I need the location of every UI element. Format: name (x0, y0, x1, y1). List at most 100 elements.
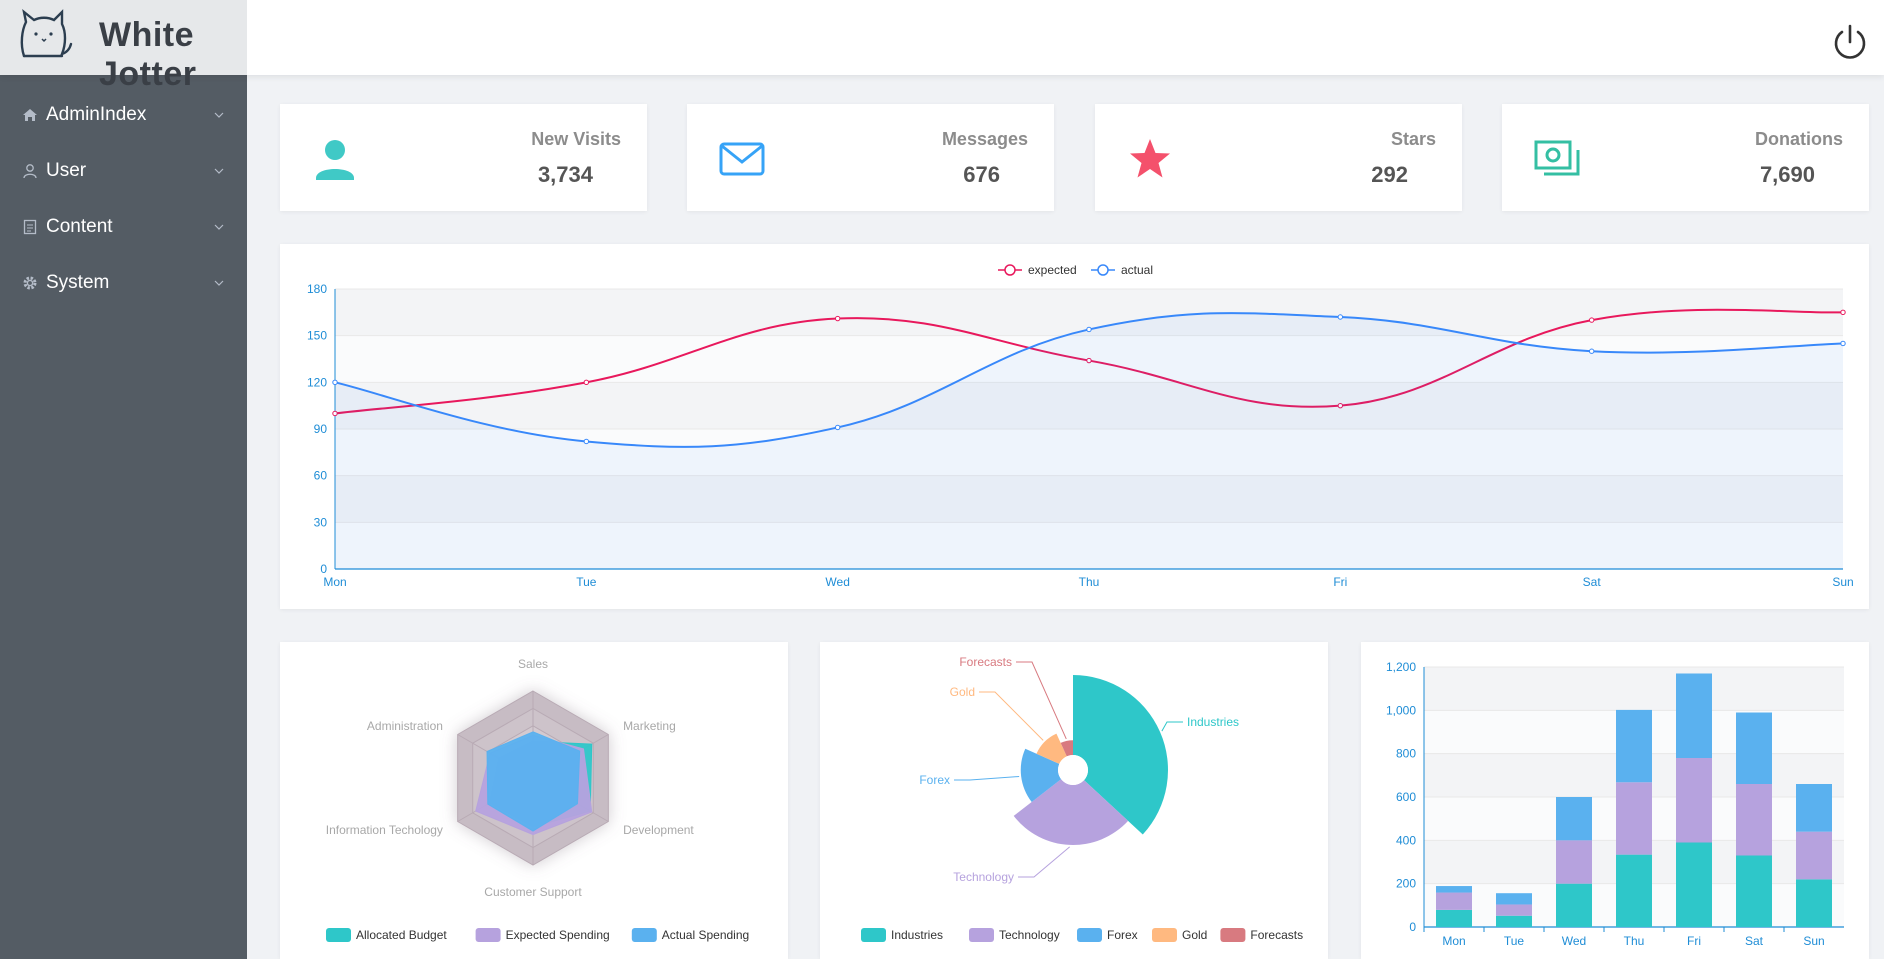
data-point (583, 438, 590, 445)
legend-item-industries[interactable]: Industries (861, 928, 943, 942)
pie-label-line (979, 691, 1044, 741)
y-tick-label: 60 (314, 469, 328, 483)
radar-indicator-label: Administration (367, 719, 443, 733)
x-tick-label: Mon (1442, 934, 1465, 948)
pie-slice-forecasts[interactable] (1060, 740, 1073, 757)
bar-segment-actual-spending[interactable] (1436, 886, 1472, 893)
star-icon (1130, 139, 1170, 178)
legend-label: Industries (891, 928, 943, 942)
top-header: White Jotter (0, 0, 1884, 93)
stat-card-messages[interactable]: Messages 676 (687, 104, 1054, 211)
pie-slice-technology[interactable] (1013, 779, 1129, 845)
legend-item-allocated-budget[interactable]: Allocated Budget (326, 928, 447, 942)
stat-card-donations[interactable]: Donations 7,690 (1502, 104, 1869, 211)
bar-segment-allocated-budget[interactable] (1676, 842, 1712, 928)
y-tick-label: 180 (307, 282, 327, 296)
bar-segment-expected-spending[interactable] (1496, 904, 1532, 916)
user-icon (22, 163, 38, 179)
legend-item-actual[interactable]: actual (1091, 263, 1153, 277)
radar-indicator-label: Marketing (623, 719, 676, 733)
legend-marker (1004, 264, 1016, 276)
home-icon (22, 107, 38, 123)
stat-label: Messages (941, 129, 1028, 149)
radar-chart-card: Sales Marketing Development Customer Suppor… (280, 642, 788, 959)
bar-segment-allocated-budget[interactable] (1556, 883, 1592, 927)
legend-label: Allocated Budget (356, 928, 447, 942)
x-tick-label: Sun (1803, 934, 1824, 948)
bar-segment-actual-spending[interactable] (1616, 709, 1652, 783)
sidebar-item-adminindex[interactable]: AdminIndex (0, 87, 247, 143)
pie-slice-forex[interactable] (1020, 748, 1062, 802)
sidebar-item-label: AdminIndex (46, 104, 147, 125)
stat-label: Stars (1390, 129, 1436, 149)
data-point (332, 410, 338, 417)
y-tick-label: 30 (314, 515, 328, 529)
line-chart[interactable]: 0 30 60 90 120 150 180 Mon Tue Wed Thu Fri Sat Sun exp… (280, 244, 1869, 609)
bar-segment-allocated-budget[interactable] (1496, 915, 1532, 927)
y-tick-label: 1,200 (1386, 660, 1416, 674)
grid-band (335, 382, 1843, 429)
bar-segment-expected-spending[interactable] (1616, 782, 1652, 855)
power-icon[interactable] (1830, 20, 1870, 64)
sidebar-item-content[interactable]: Content (0, 199, 247, 255)
sidebar-item-system[interactable]: System (0, 255, 247, 311)
grid-band (335, 522, 1843, 569)
radar-chart[interactable]: Sales Marketing Development Customer Suppor… (280, 642, 788, 959)
data-point (1840, 309, 1846, 316)
data-point (1588, 348, 1595, 354)
stat-card-stars[interactable]: Stars 292 (1095, 104, 1462, 211)
pie-label-line (1018, 846, 1070, 878)
bar-segment-allocated-budget[interactable] (1736, 855, 1772, 928)
bar-segment-expected-spending[interactable] (1736, 784, 1772, 856)
legend-swatch (1077, 928, 1102, 942)
logo-area[interactable]: White Jotter (0, 0, 247, 93)
y-tick-label: 200 (1396, 877, 1416, 891)
data-point (834, 424, 841, 431)
bar-segment-expected-spending[interactable] (1436, 892, 1472, 910)
series-area-actual (335, 313, 1843, 569)
stat-card-new-visits[interactable]: New Visits 3,734 (280, 104, 647, 211)
bar-segment-allocated-budget[interactable] (1616, 854, 1652, 927)
legend-swatch (1152, 928, 1177, 942)
sidebar-item-user[interactable]: User (0, 143, 247, 199)
legend-marker (1097, 264, 1109, 276)
pie-chart[interactable]: Industries Technology Forex Gold Forecasts In… (820, 642, 1328, 959)
pie-slice-gold[interactable] (1036, 733, 1067, 764)
radar-indicator-label: Development (623, 823, 694, 837)
pie-slice-industries[interactable] (1073, 675, 1168, 835)
x-tick-label: Thu (1079, 575, 1100, 589)
legend-item-forecasts[interactable]: Forecasts (1220, 928, 1303, 942)
pie-label-line (1161, 721, 1183, 732)
bar-segment-expected-spending[interactable] (1556, 840, 1592, 884)
legend-item-gold[interactable]: Gold (1152, 928, 1207, 942)
x-tick-label: Fri (1333, 575, 1347, 589)
bar-segment-actual-spending[interactable] (1796, 784, 1832, 832)
bar-segment-allocated-budget[interactable] (1796, 879, 1832, 927)
chevron-down-icon (214, 224, 224, 230)
bar-segment-expected-spending[interactable] (1796, 831, 1832, 880)
bar-segment-actual-spending[interactable] (1676, 673, 1712, 759)
x-tick-label: Sat (1745, 934, 1764, 948)
money-icon (1534, 140, 1580, 176)
legend-label: actual (1121, 263, 1153, 277)
y-tick-label: 150 (307, 329, 327, 343)
bar-segment-actual-spending[interactable] (1556, 797, 1592, 841)
bar-chart-card: 0 200 400 600 800 1,000 1,200 Mon Tue Wed Thu Fri Sa… (1361, 642, 1869, 959)
bar-chart[interactable]: 0 200 400 600 800 1,000 1,200 Mon Tue Wed Thu Fri Sa… (1361, 642, 1869, 959)
legend-item-technology[interactable]: Technology (969, 928, 1060, 942)
x-tick-label: Sun (1832, 575, 1853, 589)
pie-center-hole (1058, 755, 1088, 785)
pie-label: Gold (950, 685, 975, 699)
legend-item-expected-spending[interactable]: Expected Spending (475, 928, 610, 942)
legend-item-forex[interactable]: Forex (1077, 928, 1138, 942)
brand-title: White Jotter (99, 16, 197, 93)
bar-segment-actual-spending[interactable] (1736, 712, 1772, 785)
bar-segment-expected-spending[interactable] (1676, 758, 1712, 843)
data-point (332, 379, 338, 386)
cat-logo-icon (20, 9, 73, 58)
bar-segment-actual-spending[interactable] (1496, 893, 1532, 905)
legend-item-actual-spending[interactable]: Actual Spending (631, 928, 749, 942)
legend-item-expected[interactable]: expected (998, 263, 1077, 277)
legend-swatch (969, 928, 994, 942)
bar-segment-allocated-budget[interactable] (1436, 909, 1472, 927)
